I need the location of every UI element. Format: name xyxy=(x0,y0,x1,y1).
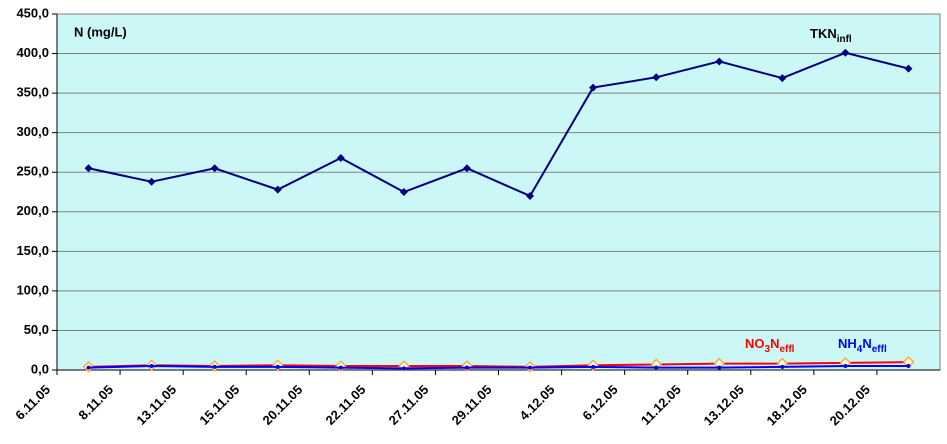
x-tick-label: 6.11.05 xyxy=(12,382,53,423)
marker xyxy=(401,366,406,371)
marker xyxy=(904,64,913,73)
marker xyxy=(591,364,596,369)
marker xyxy=(84,164,93,173)
marker xyxy=(841,48,850,57)
x-tick-label: 22.11.05 xyxy=(323,382,369,428)
series-label-part: TKN xyxy=(810,26,837,41)
marker xyxy=(528,365,533,370)
x-tick-label: 13.11.05 xyxy=(133,382,179,428)
y-tick-label: 200,0 xyxy=(16,203,49,218)
series-label-part: NO xyxy=(745,336,765,351)
marker xyxy=(778,74,787,83)
marker xyxy=(210,164,219,173)
series-label-part: infl xyxy=(837,34,852,45)
series-label-part: effl xyxy=(872,344,887,355)
x-tick-label: 20.11.05 xyxy=(259,382,305,428)
series-label: TKNinfl xyxy=(810,26,852,44)
marker xyxy=(336,153,345,162)
series-label: NO3Neffl xyxy=(745,336,795,354)
y-tick-label: 150,0 xyxy=(16,243,49,258)
x-tick-label: 15.11.05 xyxy=(196,382,242,428)
marker xyxy=(526,191,535,200)
series-label-part: N xyxy=(862,336,871,351)
x-tick-label: 8.11.05 xyxy=(75,382,116,423)
marker xyxy=(86,365,91,370)
marker xyxy=(275,364,280,369)
x-tick-label: 6.12.05 xyxy=(579,382,620,423)
x-tick-label: 4.12.05 xyxy=(516,382,557,423)
marker xyxy=(399,188,408,196)
series-label-part: 4 xyxy=(857,344,863,355)
series-label-part: effl xyxy=(779,344,794,355)
marker xyxy=(843,364,848,369)
marker xyxy=(147,177,156,186)
series-label: NH4Neffl xyxy=(838,336,887,354)
x-tick-label: 11.12.05 xyxy=(638,382,684,428)
series-label-part: 3 xyxy=(765,344,771,355)
series-line xyxy=(88,365,909,370)
marker xyxy=(464,365,469,370)
y-tick-label: 0,0 xyxy=(31,361,49,376)
x-tick-label: 27.11.05 xyxy=(386,382,432,428)
marker xyxy=(654,365,659,370)
y-tick-label: 350,0 xyxy=(16,85,49,100)
marker xyxy=(780,364,785,369)
marker xyxy=(212,364,217,369)
x-tick-label: 18.12.05 xyxy=(764,382,810,428)
marker xyxy=(652,73,661,82)
x-tick-label: 13.12.05 xyxy=(700,382,746,428)
marker xyxy=(906,364,911,369)
marker xyxy=(462,164,471,173)
marker xyxy=(589,83,598,92)
marker xyxy=(717,365,722,370)
y-tick-label: 100,0 xyxy=(16,282,49,297)
x-tick-label: 20.12.05 xyxy=(827,382,873,428)
y-axis-label: N (mg/L) xyxy=(74,24,127,39)
marker xyxy=(338,365,343,370)
y-tick-label: 50,0 xyxy=(24,322,49,337)
y-tick-label: 450,0 xyxy=(16,5,49,20)
y-tick-label: 250,0 xyxy=(16,164,49,179)
marker xyxy=(715,57,724,66)
marker xyxy=(273,185,282,194)
series-label-part: NH xyxy=(838,336,857,351)
x-tick-label: 29.11.05 xyxy=(449,382,495,428)
series-label-part: N xyxy=(770,336,779,351)
y-tick-label: 300,0 xyxy=(16,124,49,139)
series-line xyxy=(88,51,909,198)
marker xyxy=(149,364,154,369)
y-tick-label: 400,0 xyxy=(16,45,49,60)
